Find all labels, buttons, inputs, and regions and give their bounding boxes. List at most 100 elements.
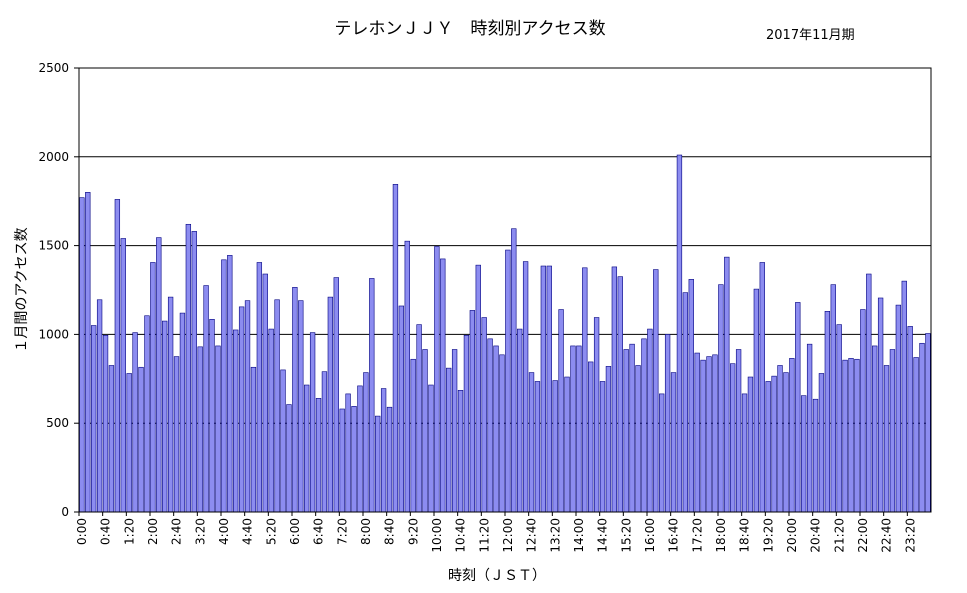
bar — [824, 311, 831, 513]
bar — [126, 373, 132, 513]
bar — [588, 361, 594, 513]
bar — [150, 262, 156, 513]
x-tick-label: 8:40 — [383, 518, 397, 545]
bar — [380, 388, 387, 513]
bar — [375, 415, 381, 513]
bar — [268, 328, 274, 513]
x-tick-label: 13:20 — [548, 518, 562, 553]
bar — [209, 318, 215, 513]
bar — [517, 328, 523, 513]
bar — [552, 380, 558, 513]
bar — [688, 279, 694, 513]
bar — [605, 366, 612, 513]
y-tick-label: 1000 — [38, 327, 69, 341]
bar — [765, 381, 771, 513]
bar — [558, 309, 564, 513]
bar — [79, 197, 85, 513]
x-tick-label: 14:00 — [572, 518, 586, 553]
bar — [167, 296, 174, 513]
y-tick-label: 2000 — [38, 150, 69, 164]
bar — [801, 395, 807, 513]
bar — [806, 343, 813, 513]
bar — [286, 404, 292, 513]
bar — [682, 292, 689, 513]
x-tick-label: 8:00 — [359, 518, 373, 545]
bar — [599, 381, 606, 513]
bar — [694, 352, 700, 513]
bar — [505, 249, 511, 513]
bar — [404, 240, 410, 513]
bar — [570, 345, 576, 513]
bar — [333, 277, 339, 513]
x-tick-label: 9:20 — [406, 518, 420, 545]
bar — [469, 310, 476, 513]
x-tick-label: 17:20 — [690, 518, 704, 553]
bar — [475, 264, 481, 513]
bar — [156, 237, 162, 513]
bar — [836, 324, 842, 513]
y-tick-label: 1500 — [38, 239, 69, 253]
x-tick-label: 23:20 — [903, 518, 917, 553]
bar — [718, 284, 724, 513]
y-axis: 0 500 1000 1500 2000 2500 — [38, 61, 79, 519]
bar — [262, 273, 268, 513]
bar — [771, 375, 777, 513]
bar — [753, 288, 760, 513]
x-tick-label: 3:20 — [193, 518, 207, 545]
x-tick-label: 5:20 — [264, 518, 278, 545]
bar — [203, 285, 209, 513]
x-tick-label: 0:40 — [99, 518, 113, 545]
chart-title: テレホンＪＪＹ 時刻別アクセス数 — [334, 19, 606, 39]
bar — [345, 393, 351, 513]
chart-period-label: 2017年11月期 — [766, 28, 855, 43]
bar — [522, 261, 529, 513]
bar — [783, 372, 789, 513]
bar — [528, 372, 535, 513]
x-tick-label: 4:40 — [241, 518, 255, 545]
bar — [759, 262, 765, 513]
y-tick-label: 0 — [61, 505, 69, 519]
bar — [872, 345, 878, 513]
x-tick-label: 18:40 — [738, 518, 752, 553]
bar — [493, 345, 499, 513]
grid-lines — [79, 156, 931, 424]
bar — [451, 349, 458, 513]
bar — [309, 332, 316, 513]
bar — [925, 333, 931, 513]
bar — [398, 305, 405, 513]
bar — [564, 376, 570, 513]
bar — [818, 373, 825, 513]
bar — [215, 345, 221, 513]
bar — [848, 358, 854, 513]
bar — [238, 306, 245, 513]
bar — [611, 266, 618, 513]
bar — [132, 332, 138, 513]
bar — [540, 265, 547, 513]
bar — [747, 376, 754, 513]
x-tick-label: 22:40 — [880, 518, 894, 553]
bar — [422, 349, 428, 513]
bar — [440, 258, 446, 513]
bar — [292, 287, 298, 513]
bar — [789, 358, 795, 513]
y-tick-label: 500 — [46, 416, 69, 430]
bar — [741, 393, 748, 513]
x-tick-label: 10:40 — [454, 518, 468, 553]
bar — [357, 385, 363, 513]
bar — [386, 406, 393, 513]
bar — [706, 356, 712, 513]
bar — [327, 296, 334, 513]
x-tick-label: 21:20 — [832, 518, 846, 553]
bar — [434, 246, 440, 513]
bar — [428, 384, 434, 513]
bar — [724, 256, 730, 513]
bar — [410, 358, 416, 513]
bar — [457, 390, 464, 513]
bar — [895, 304, 902, 513]
bar — [812, 398, 819, 513]
bar — [907, 326, 913, 513]
y-axis-title: １月間のアクセス数 — [14, 227, 30, 352]
bar — [250, 366, 257, 513]
bar — [85, 192, 91, 513]
bar — [623, 349, 629, 513]
